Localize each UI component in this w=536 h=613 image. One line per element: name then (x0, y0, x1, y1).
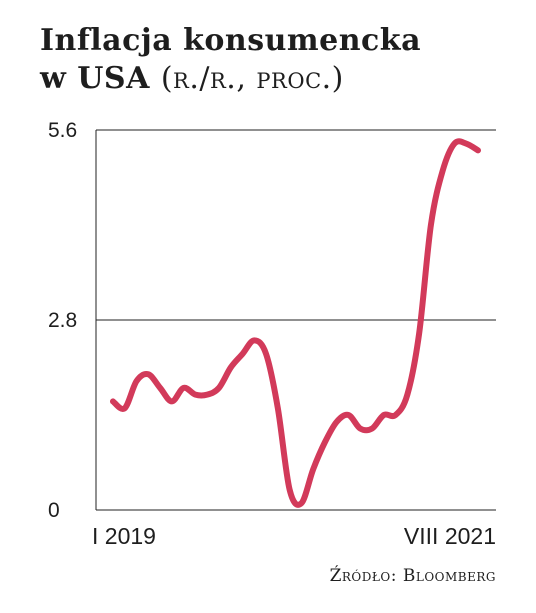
y-tick-label: 5.6 (48, 119, 77, 142)
title-main: w USA (40, 61, 150, 96)
grid-lines (95, 129, 496, 511)
title-units: (r./r., proc.) (160, 61, 344, 96)
source-note: Źródło: Bloomberg (329, 566, 496, 586)
series-group (110, 138, 481, 508)
y-tick-labels: 0 2.8 5.6 (48, 119, 77, 522)
title-line-2: w USA (r./r., proc.) (40, 60, 520, 98)
title-line-1: Inflacja konsumencka (40, 23, 422, 58)
chart-title: Inflacja konsumencka w USA (r./r., proc.… (40, 22, 520, 98)
x-tick-label-start: I 2019 (92, 523, 156, 549)
x-tick-labels: I 2019 VIII 2021 (92, 523, 496, 549)
x-tick-label-end: VIII 2021 (404, 523, 496, 549)
y-tick-label: 0 (48, 499, 60, 522)
y-tick-label: 2.8 (48, 309, 77, 332)
series-line (110, 138, 481, 508)
